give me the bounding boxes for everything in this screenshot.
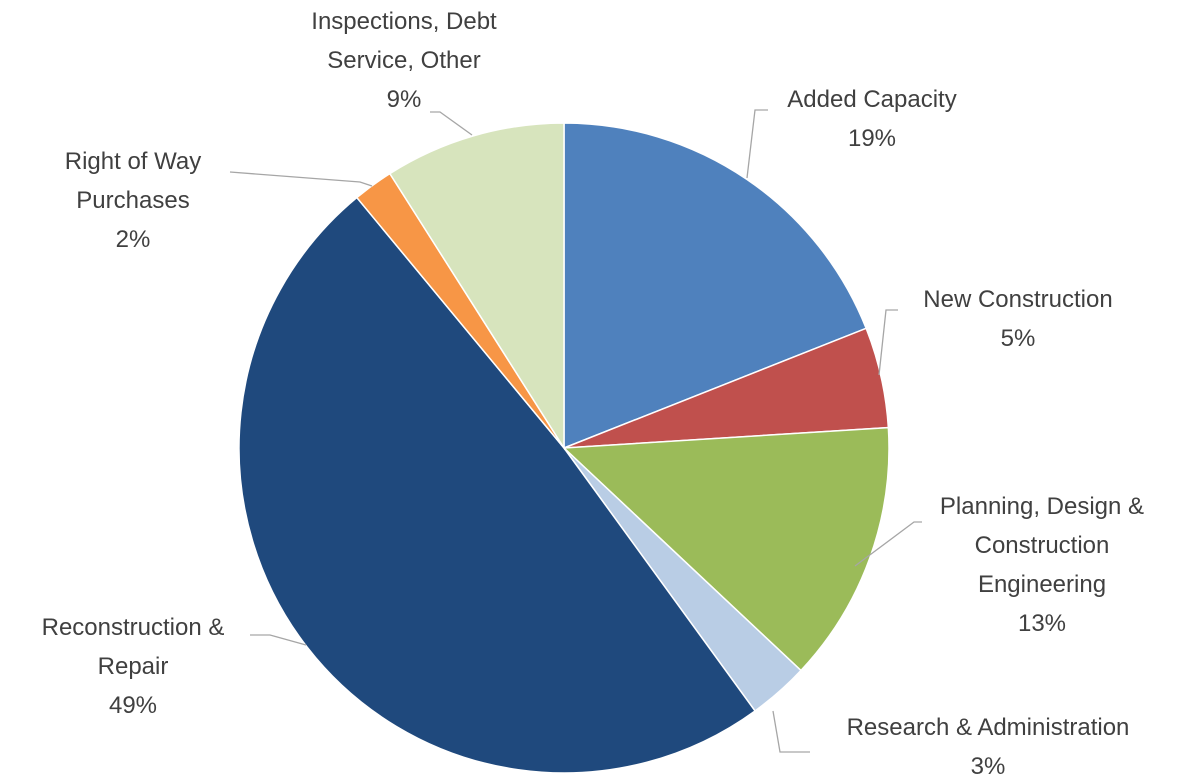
category-label: Inspections, Debt Service, Other (311, 8, 497, 74)
leader-line (746, 109, 768, 179)
slice-label: Planning, Design & Construction Engineer… (917, 487, 1167, 643)
slice-label: Right of Way Purchases 2% (43, 142, 223, 259)
pie-slice (238, 196, 757, 774)
category-label: Planning, Design & Construction Engineer… (939, 493, 1145, 598)
slice-label: Reconstruction & Repair 49% (13, 608, 253, 725)
value-label: 5% (1000, 325, 1036, 352)
pie-slice (388, 122, 565, 451)
leader-line (878, 309, 898, 376)
leader-line (430, 111, 473, 136)
value-label: 49% (108, 692, 158, 719)
value-label: 9% (386, 86, 422, 113)
pie-slice (562, 426, 890, 672)
category-label: Right of Way Purchases (64, 148, 202, 214)
pie-slice (563, 122, 868, 450)
value-label: 2% (115, 226, 151, 253)
leader-line (772, 710, 810, 753)
value-label: 19% (847, 125, 897, 152)
leader-line (250, 634, 307, 646)
category-label: Research & Administration (846, 714, 1130, 741)
category-label: Added Capacity (787, 86, 957, 113)
leader-line (229, 171, 373, 187)
value-label: 13% (1017, 610, 1067, 637)
slice-label: Added Capacity 19% (757, 80, 987, 158)
category-label: New Construction (923, 286, 1113, 313)
value-label: 3% (970, 753, 1006, 780)
category-label: Reconstruction & Repair (41, 614, 225, 680)
leader-line (854, 521, 922, 567)
slice-label: Research & Administration 3% (808, 708, 1168, 781)
slice-label: Inspections, Debt Service, Other 9% (282, 2, 527, 119)
slice-label: New Construction 5% (888, 280, 1148, 358)
